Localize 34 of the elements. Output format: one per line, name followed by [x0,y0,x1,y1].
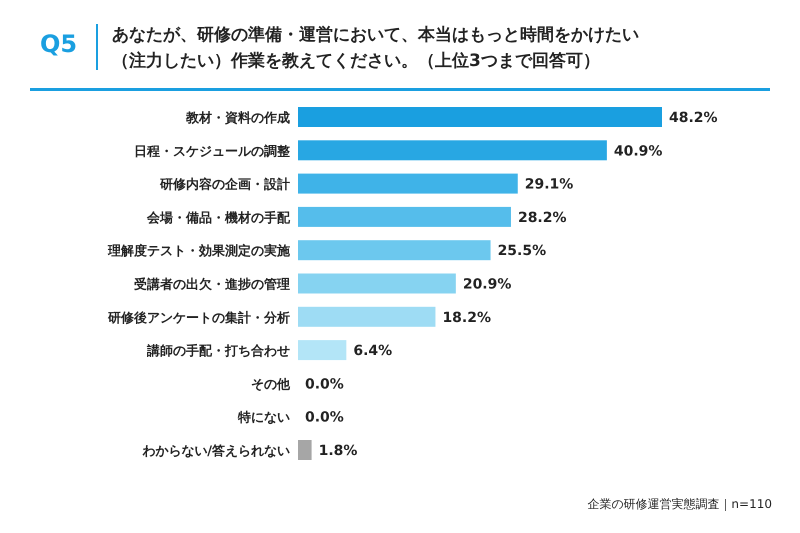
data-label: 20.9% [462,276,512,292]
bar [298,240,491,260]
data-label: 28.2% [518,210,567,226]
y-tick-label: その他 [251,377,291,392]
text: 企業の研修運営実態調査｜n=110 [587,496,772,513]
y-tick-label: 講師の手配・打ち合わせ [146,343,290,360]
y-tick-label: わからない/答えられない [141,444,290,459]
data-label: 18.2% [442,310,492,326]
y-tick-label: 研修後アンケートの集計・分析 [107,310,290,326]
text: Q5 [40,30,78,58]
data-label: 40.9% [614,143,662,160]
bar [298,440,312,460]
data-label: 48.2% [669,110,718,126]
data-label: 0.0% [305,376,344,392]
y-tick-label: 教材・資料の作成 [185,111,290,126]
y-tick-label: 特にない [237,410,290,426]
y-tick-label: 理解度テスト・効果測定の実施 [107,243,291,260]
bar [298,274,456,294]
y-tick-label: 受講者の出欠・進捗の管理 [133,276,290,292]
bar [298,174,518,194]
bar [298,107,662,127]
y-tick-label: 会場・備品・機材の手配 [146,210,291,226]
chart-subtitle: あなたが、研修の準備・運営において、本当はもっと時間をかけたい（注力したい）作業を教えてください。（上位3つまで回答可） [112,24,640,73]
bar [298,140,607,160]
data-label: 29.1% [524,176,574,193]
data-label: 25.5% [498,243,546,260]
bar [298,306,436,327]
data-label: 0.0% [305,410,344,426]
data-label: 6.4% [353,343,392,360]
bar [298,340,346,360]
bar [298,206,511,227]
y-tick-label: 研修内容の企画・設計 [159,176,290,193]
y-tick-label: 日程・スケジュールの調整 [134,143,291,160]
data-label: 1.8% [318,443,358,459]
